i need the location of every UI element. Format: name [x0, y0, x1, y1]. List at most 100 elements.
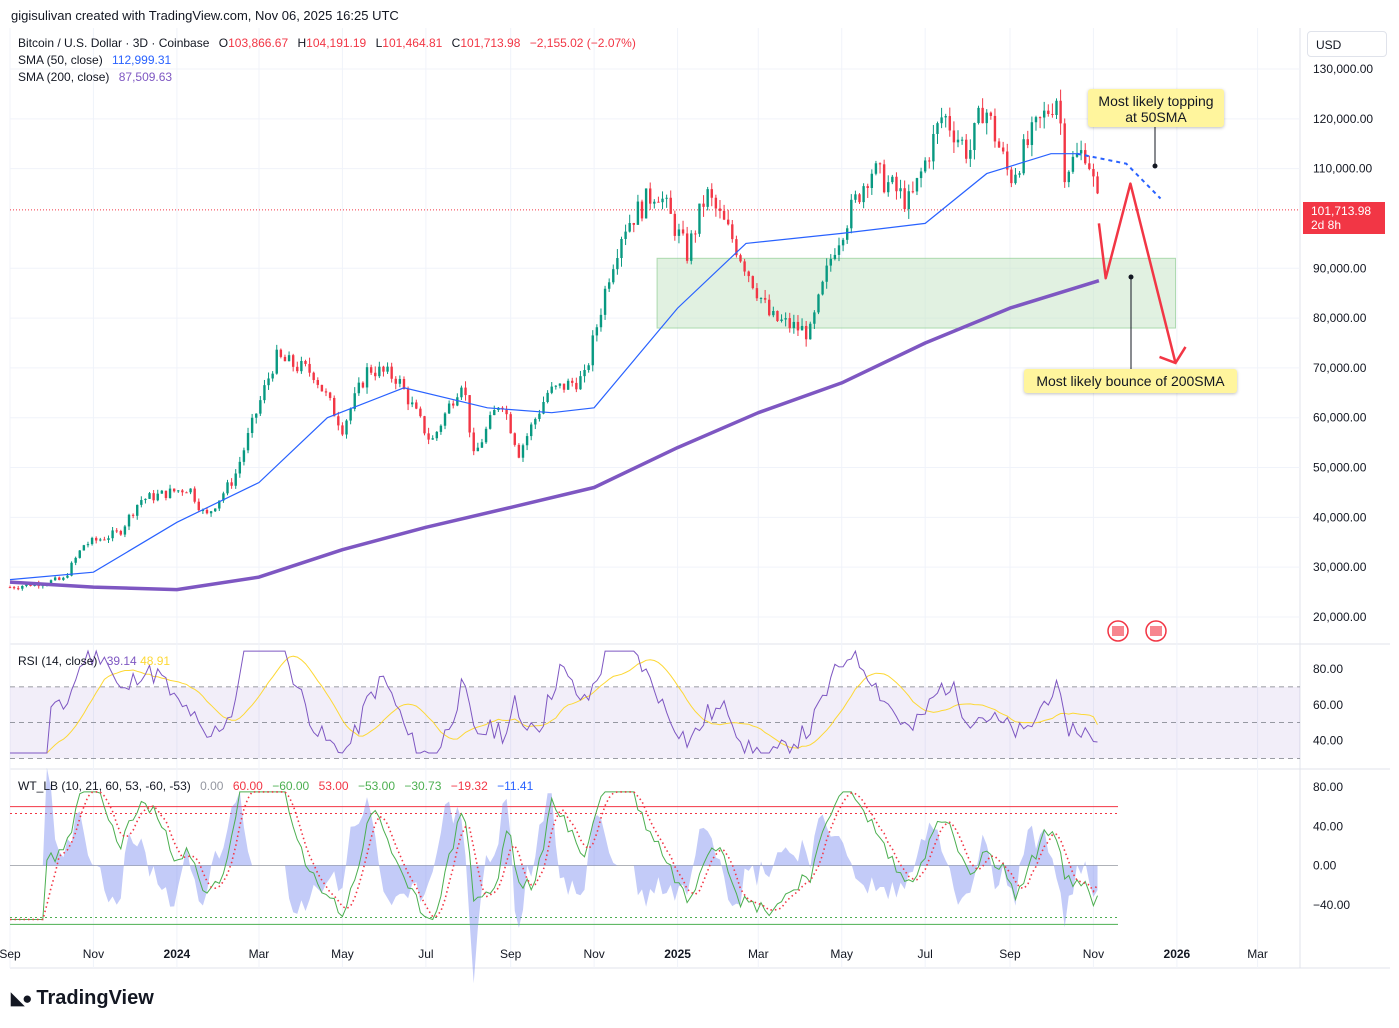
candle-body — [690, 233, 693, 261]
price-axis-label: 130,000.00 — [1313, 62, 1373, 76]
symbol-title: Bitcoin / U.S. Dollar · 3D · Coinbase — [18, 36, 210, 50]
rsi-value: 39.14 — [106, 654, 137, 668]
time-axis-label: May — [830, 947, 853, 961]
candle-body — [238, 461, 242, 474]
candle-body — [612, 269, 615, 283]
candle-body — [70, 562, 73, 576]
candle-body — [177, 490, 180, 492]
price-axis-label: 120,000.00 — [1313, 112, 1373, 126]
price-axis-label: 50,000.00 — [1313, 461, 1367, 475]
candle-body — [337, 416, 340, 426]
callout-anchor — [1128, 274, 1134, 280]
candle-body — [829, 258, 832, 266]
candle-body — [726, 219, 730, 225]
rsi-ma-line — [10, 655, 1098, 754]
candle-body — [763, 297, 767, 300]
candle-body — [127, 514, 131, 527]
last-price-value: 101,713.98 — [1311, 204, 1372, 218]
candle-body — [735, 239, 738, 256]
candle-body — [952, 130, 956, 143]
rsi-ma-value: 48.91 — [140, 654, 171, 668]
candle-body — [911, 191, 915, 193]
candle-body — [694, 233, 697, 235]
candle-body — [49, 580, 53, 585]
candle-body — [234, 473, 237, 486]
wt-val-1: 60.00 — [232, 779, 263, 793]
candle-body — [267, 378, 270, 386]
candle-body — [94, 537, 98, 541]
sma50-legend: SMA (50, close) 112,999.31 — [18, 53, 177, 67]
candle-body — [333, 397, 336, 417]
candle-body — [168, 488, 172, 499]
candle-body — [1071, 156, 1075, 172]
candle-body — [948, 116, 951, 131]
candle-body — [583, 369, 586, 377]
candle-body — [464, 387, 467, 396]
time-axis-label: Mar — [249, 947, 270, 961]
candle-body — [222, 493, 225, 501]
tradingview-logo[interactable]: ◣● TradingView — [11, 987, 154, 1010]
candle-body — [193, 488, 196, 502]
wt-val-0: 0.00 — [200, 779, 224, 793]
candle-body — [792, 321, 796, 329]
candle-body — [870, 173, 874, 188]
candle-body — [755, 288, 759, 299]
candle-body — [657, 201, 660, 203]
candle-body — [940, 117, 943, 124]
candle-body — [1006, 151, 1009, 170]
candle-body — [58, 577, 61, 580]
candle-body — [1034, 117, 1038, 123]
time-axis-label: Sep — [0, 947, 21, 961]
candle-body — [882, 164, 886, 193]
candle-body — [1055, 100, 1058, 116]
candle-body — [891, 176, 894, 183]
ohlc-close: C101,713.98 — [451, 36, 521, 50]
candle-body — [677, 229, 681, 236]
candle-body — [661, 198, 664, 203]
candle-body — [759, 297, 763, 299]
candle-body — [427, 433, 430, 440]
annotation-bounce[interactable]: Most likely bounce of 200SMA — [1024, 369, 1237, 393]
candle-body — [402, 378, 406, 390]
candle-body — [374, 372, 377, 377]
candle-body — [616, 258, 619, 270]
candle-body — [201, 509, 205, 511]
candle-body — [74, 557, 77, 563]
candle-body — [90, 537, 94, 545]
candle-body — [636, 201, 640, 225]
candle-body — [1084, 150, 1087, 164]
candle-body — [550, 386, 553, 393]
candle-body — [969, 150, 972, 159]
candle-body — [213, 508, 217, 512]
candle-body — [431, 438, 434, 440]
candle-body — [341, 425, 344, 435]
wt-val-5: −30.73 — [404, 779, 442, 793]
time-axis-label: 2026 — [1164, 947, 1191, 961]
candle-body — [156, 493, 159, 501]
candle-body — [997, 141, 1001, 148]
projection-path — [1097, 182, 1177, 364]
candle-body — [862, 186, 865, 203]
wt-val-3: 53.00 — [318, 779, 349, 793]
candle-body — [476, 447, 480, 452]
candle-body — [772, 310, 775, 316]
candle-body — [181, 490, 184, 493]
candle-body — [1059, 100, 1062, 124]
candle-body — [86, 544, 90, 546]
candle-body — [140, 500, 143, 505]
candle-body — [731, 224, 734, 240]
candle-body — [1079, 150, 1083, 154]
candle-body — [796, 321, 800, 331]
annotation-topping[interactable]: Most likely topping at 50SMA — [1088, 89, 1224, 127]
candle-body — [850, 199, 853, 229]
currency-button[interactable]: USD — [1307, 31, 1387, 57]
candle-body — [66, 575, 69, 578]
candle-body — [468, 395, 471, 433]
candle-body — [665, 197, 668, 199]
candle-body — [993, 115, 997, 142]
price-axis-label: 80,000.00 — [1313, 311, 1367, 325]
candle-body — [628, 223, 631, 232]
candle-body — [300, 360, 303, 372]
us-flag-icon — [1150, 626, 1162, 636]
